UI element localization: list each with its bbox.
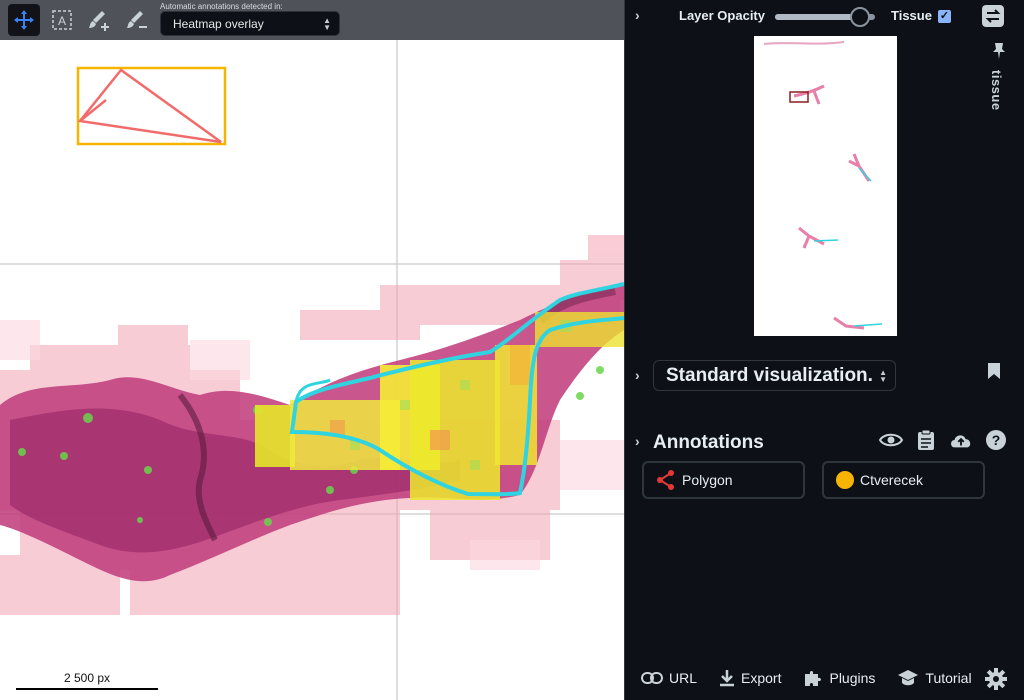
link-icon xyxy=(641,672,663,684)
pin-button[interactable] xyxy=(991,42,1007,65)
upload-button[interactable] xyxy=(949,428,973,452)
navigator-minimap[interactable] xyxy=(754,36,897,336)
tutorial-label: Tutorial xyxy=(925,670,972,686)
tissue-toggle-label: Tissue xyxy=(891,8,932,23)
settings-button[interactable] xyxy=(985,668,1007,695)
minimap-viewport xyxy=(789,91,809,103)
pin-icon xyxy=(993,43,1005,59)
visualization-select[interactable]: Standard visualization. ▲ ▼ xyxy=(653,360,896,391)
tutorial-button[interactable]: Tutorial xyxy=(897,669,972,687)
updown-icon: ▲ ▼ xyxy=(879,367,887,384)
heatmap-hot-tiles xyxy=(255,312,624,500)
side-panel: › Layer Opacity Tissue ✓ xyxy=(624,0,1024,700)
annotation-preset-ctverecek[interactable]: Ctverecek xyxy=(822,461,985,499)
layer-opacity-slider[interactable] xyxy=(775,7,875,27)
auto-select-icon: A xyxy=(52,10,72,30)
help-button[interactable]: ? xyxy=(984,428,1008,452)
clipboard-button[interactable] xyxy=(914,428,938,452)
plugins-button[interactable]: Plugins xyxy=(803,668,875,688)
chevron-right-icon[interactable]: › xyxy=(635,7,640,23)
brush-remove-tool-button[interactable] xyxy=(122,4,154,36)
annotation-preset-polygon[interactable]: Polygon xyxy=(642,461,805,499)
annotation-preset-label: Polygon xyxy=(682,472,733,488)
swap-icon xyxy=(982,5,1004,27)
annotation-actions: ? xyxy=(879,428,1008,452)
move-tool-button[interactable] xyxy=(8,4,40,36)
brush-add-tool-button[interactable] xyxy=(84,4,116,36)
circle-icon xyxy=(836,471,854,489)
swap-layers-button[interactable] xyxy=(979,2,1007,30)
chevron-right-icon[interactable]: › xyxy=(635,433,640,449)
slider-handle[interactable] xyxy=(850,7,870,27)
annotations-title: Annotations xyxy=(653,432,764,453)
plugins-label: Plugins xyxy=(829,670,876,686)
svg-text:?: ? xyxy=(992,432,1001,448)
brush-minus-icon xyxy=(127,11,147,28)
polygon-annotation xyxy=(77,68,222,144)
outline-annotation xyxy=(289,282,624,497)
export-label: Export xyxy=(741,670,782,686)
layer-opacity-label: Layer Opacity xyxy=(679,8,765,23)
rectangle-annotation xyxy=(76,66,227,146)
graduation-cap-icon xyxy=(898,670,919,686)
auto-select-tool-button[interactable]: A xyxy=(46,4,78,36)
help-icon: ? xyxy=(986,430,1006,450)
pinned-layer-label: tissue xyxy=(989,70,1004,111)
visualization-value: Standard visualization. xyxy=(666,364,873,386)
eye-icon xyxy=(879,433,903,447)
scale-bar-label: 2 500 px xyxy=(63,671,111,685)
move-arrows-icon xyxy=(14,10,34,30)
puzzle-icon xyxy=(805,671,822,686)
mode-select[interactable]: Heatmap overlay ▲ ▼ xyxy=(160,11,340,36)
tissue-checkbox[interactable]: ✓ xyxy=(938,10,951,23)
minimap-thumbnail xyxy=(763,41,883,330)
panel-footer: URL Export Plugins Tutori xyxy=(641,668,1021,688)
url-label: URL xyxy=(669,670,698,686)
bookmark-icon xyxy=(988,363,1000,379)
svg-text:A: A xyxy=(58,14,66,28)
visibility-button[interactable] xyxy=(879,428,903,452)
export-button[interactable]: Export xyxy=(719,669,781,687)
slider-fill xyxy=(775,14,860,20)
gear-icon xyxy=(985,668,1007,690)
slide-canvas[interactable] xyxy=(0,0,624,700)
download-icon xyxy=(720,670,735,687)
polygon-icon xyxy=(657,470,674,490)
bookmark-button[interactable] xyxy=(987,362,1001,385)
annotation-preset-label: Ctverecek xyxy=(860,472,924,488)
updown-icon: ▲ ▼ xyxy=(323,15,331,32)
url-button[interactable]: URL xyxy=(641,670,697,686)
scale-bar: 2 500 px xyxy=(16,668,158,690)
clipboard-icon xyxy=(918,429,934,450)
slide-viewer[interactable]: A Automatic annotations detected in: xyxy=(0,0,624,700)
auto-annotation-mode: Automatic annotations detected in: Heatm… xyxy=(160,2,340,36)
mode-select-value: Heatmap overlay xyxy=(173,16,264,31)
chevron-right-icon[interactable]: › xyxy=(635,367,640,383)
brush-plus-icon xyxy=(89,11,109,31)
cloud-upload-icon xyxy=(951,435,971,448)
mode-caption: Automatic annotations detected in: xyxy=(160,2,283,11)
